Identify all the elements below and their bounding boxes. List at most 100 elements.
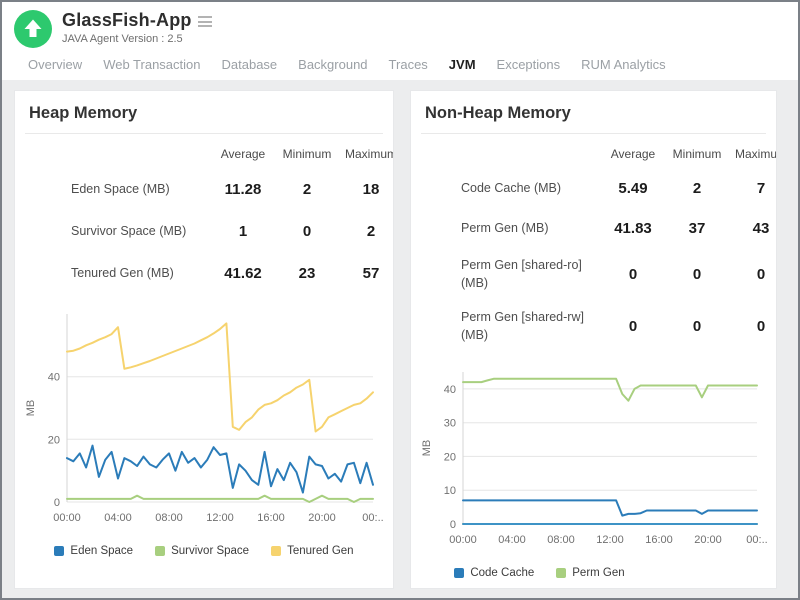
metric-average: 5.49 [618, 179, 648, 197]
header: GlassFish-App JAVA Agent Version : 2.5 O… [2, 2, 798, 80]
svg-text:20: 20 [48, 434, 60, 446]
metric-label: Eden Space (MB) [71, 181, 170, 196]
metric-minimum: 0 [302, 222, 312, 240]
tenured-gen-swatch [271, 546, 282, 556]
svg-text:16:00: 16:00 [645, 534, 673, 546]
svg-text:MB: MB [25, 400, 37, 417]
legend-label: Survivor Space [171, 545, 250, 557]
svg-text:20:00: 20:00 [308, 512, 336, 524]
svg-text:MB: MB [421, 440, 433, 457]
column-header-maximum: Maximum [344, 147, 394, 161]
app-status-icon [14, 10, 52, 48]
legend-item-perm-gen[interactable]: Perm Gen [556, 567, 625, 579]
legend-item-survivor-space[interactable]: Survivor Space [155, 545, 249, 557]
svg-text:16:00: 16:00 [257, 512, 285, 524]
legend-label: Eden Space [70, 545, 134, 557]
table-row: Perm Gen [shared-rw] (MB) 0 0 0 [411, 300, 776, 352]
nonheap-chart-wrap: 0 10 20 30 40 00:00 04:00 08:00 12:00 16:00 20:00 0… [411, 362, 776, 555]
agent-version-label: JAVA Agent Version : 2.5 [62, 33, 183, 45]
legend-label: Tenured Gen [287, 545, 354, 557]
legend-label: Perm Gen [shared-ro] [470, 588, 581, 589]
tab-web-transaction[interactable]: Web Transaction [103, 57, 201, 72]
svg-text:40: 40 [444, 384, 456, 396]
table-row: Eden Space (MB) 11.28 2 18 [15, 168, 393, 210]
heap-chart-wrap: 0 20 40 00:00 04:00 08:00 12:00 16:00 20:00 00:..… [15, 304, 393, 533]
divider [25, 133, 383, 134]
metric-minimum: 2 [302, 180, 312, 198]
survivor-space-swatch [155, 546, 166, 556]
table-row: Perm Gen (MB) 41.83 37 43 [411, 208, 776, 248]
tab-bar: Overview Web Transaction Database Backgr… [14, 48, 798, 72]
svg-text:30: 30 [444, 418, 456, 430]
metric-maximum: 57 [362, 264, 380, 282]
page-title: GlassFish-App [62, 10, 192, 30]
svg-text:00:..: 00:.. [746, 534, 767, 546]
legend-label: Code Cache [470, 567, 535, 579]
metric-maximum: 0 [756, 265, 766, 283]
metric-minimum: 2 [692, 179, 702, 197]
tab-background[interactable]: Background [298, 57, 368, 72]
heap-metric-table: Average Minimum Maximum Eden Space (MB) … [15, 140, 394, 294]
tab-jvm[interactable]: JVM [448, 57, 476, 72]
table-header-row: Average Minimum Maximum [411, 140, 777, 168]
metric-label: Code Cache (MB) [461, 180, 562, 195]
svg-text:00:00: 00:00 [53, 512, 81, 524]
legend-item-tenured-gen[interactable]: Tenured Gen [271, 545, 354, 557]
legend-label: Perm Gen [572, 567, 625, 579]
content-area: Heap Memory Average Minimum Maximum Eden… [2, 80, 798, 598]
svg-text:20:00: 20:00 [694, 534, 722, 546]
metric-minimum: 37 [688, 219, 706, 237]
svg-text:00:00: 00:00 [449, 534, 477, 546]
up-arrow-icon [24, 19, 42, 37]
tab-traces[interactable]: Traces [388, 57, 428, 72]
metric-average: 41.83 [614, 219, 652, 237]
code-cache-swatch [454, 568, 465, 578]
non-heap-memory-chart[interactable]: 0 10 20 30 40 00:00 04:00 08:00 12:00 16:00 20:00 0… [417, 362, 769, 550]
legend-item-code-cache[interactable]: Code Cache [454, 567, 534, 579]
column-header-maximum: Maximum [734, 147, 777, 161]
tab-overview[interactable]: Overview [28, 57, 83, 72]
hamburger-menu-icon[interactable] [197, 14, 212, 30]
column-header-minimum: Minimum [672, 147, 722, 161]
table-row: Survivor Space (MB) 1 0 2 [15, 210, 393, 252]
svg-text:04:00: 04:00 [498, 534, 526, 546]
svg-text:00:..: 00:.. [362, 512, 383, 524]
metric-average: 1 [238, 222, 248, 240]
metric-maximum: 7 [756, 179, 766, 197]
nonheap-chart-legend: Code Cache Perm Gen Perm Gen [shared-ro] [454, 567, 733, 589]
legend-item-perm-gen-shared-rw[interactable]: Perm Gen [shared-rw] [604, 588, 733, 589]
metric-label: Tenured Gen (MB) [71, 265, 174, 280]
metric-maximum: 18 [362, 180, 380, 198]
table-row: Perm Gen [shared-ro] (MB) 0 0 0 [411, 248, 776, 300]
legend-item-perm-gen-shared-ro[interactable]: Perm Gen [shared-ro] [454, 588, 581, 589]
nonheap-metric-table: Average Minimum Maximum Code Cache (MB) … [411, 140, 777, 352]
table-row: Code Cache (MB) 5.49 2 7 [411, 168, 776, 208]
svg-text:40: 40 [48, 372, 60, 384]
heap-memory-chart[interactable]: 0 20 40 00:00 04:00 08:00 12:00 16:00 20:00 00:..… [21, 304, 385, 528]
title-block: GlassFish-App JAVA Agent Version : 2.5 [62, 10, 212, 45]
legend-item-eden-space[interactable]: Eden Space [54, 545, 133, 557]
table-row: Tenured Gen (MB) 41.62 23 57 [15, 252, 393, 294]
svg-text:0: 0 [54, 497, 60, 509]
metric-maximum: 43 [752, 219, 770, 237]
svg-text:08:00: 08:00 [547, 534, 575, 546]
svg-text:04:00: 04:00 [104, 512, 132, 524]
metric-average: 0 [628, 317, 638, 335]
metric-label: Perm Gen [shared-rw] (MB) [461, 309, 584, 342]
metric-maximum: 0 [756, 317, 766, 335]
tab-database[interactable]: Database [221, 57, 278, 72]
heap-chart-legend: Eden Space Survivor Space Tenured Gen [15, 545, 393, 557]
legend-label: Perm Gen [shared-rw] [620, 588, 733, 589]
metric-label: Survivor Space (MB) [71, 223, 187, 238]
column-header-average: Average [610, 147, 656, 161]
column-header-minimum: Minimum [282, 147, 332, 161]
heap-panel-title: Heap Memory [29, 104, 138, 122]
metric-average: 41.62 [224, 264, 262, 282]
tab-exceptions[interactable]: Exceptions [496, 57, 561, 72]
svg-text:12:00: 12:00 [206, 512, 234, 524]
tab-rum-analytics[interactable]: RUM Analytics [581, 57, 666, 72]
metric-minimum: 0 [692, 265, 702, 283]
metric-label: Perm Gen (MB) [461, 220, 549, 235]
table-header-row: Average Minimum Maximum [15, 140, 394, 168]
